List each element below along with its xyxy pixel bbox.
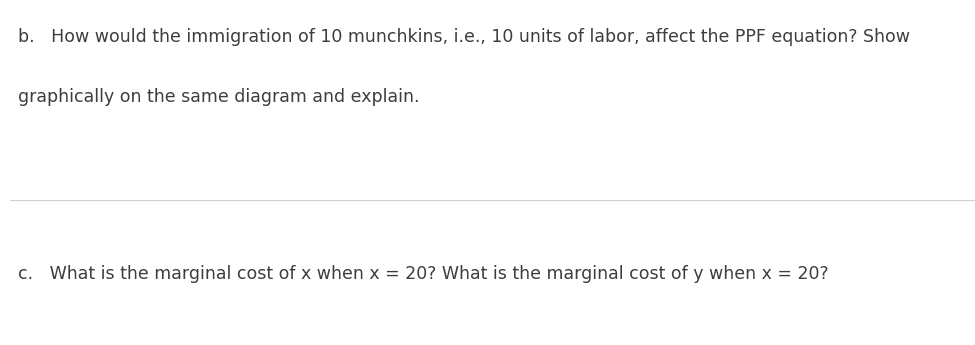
Text: c.   What is the marginal cost of x when x = 20? What is the marginal cost of y : c. What is the marginal cost of x when x… [18, 265, 829, 283]
Text: b.   How would the immigration of 10 munchkins, i.e., 10 units of labor, affect : b. How would the immigration of 10 munch… [18, 28, 910, 46]
Text: graphically on the same diagram and explain.: graphically on the same diagram and expl… [18, 88, 419, 106]
